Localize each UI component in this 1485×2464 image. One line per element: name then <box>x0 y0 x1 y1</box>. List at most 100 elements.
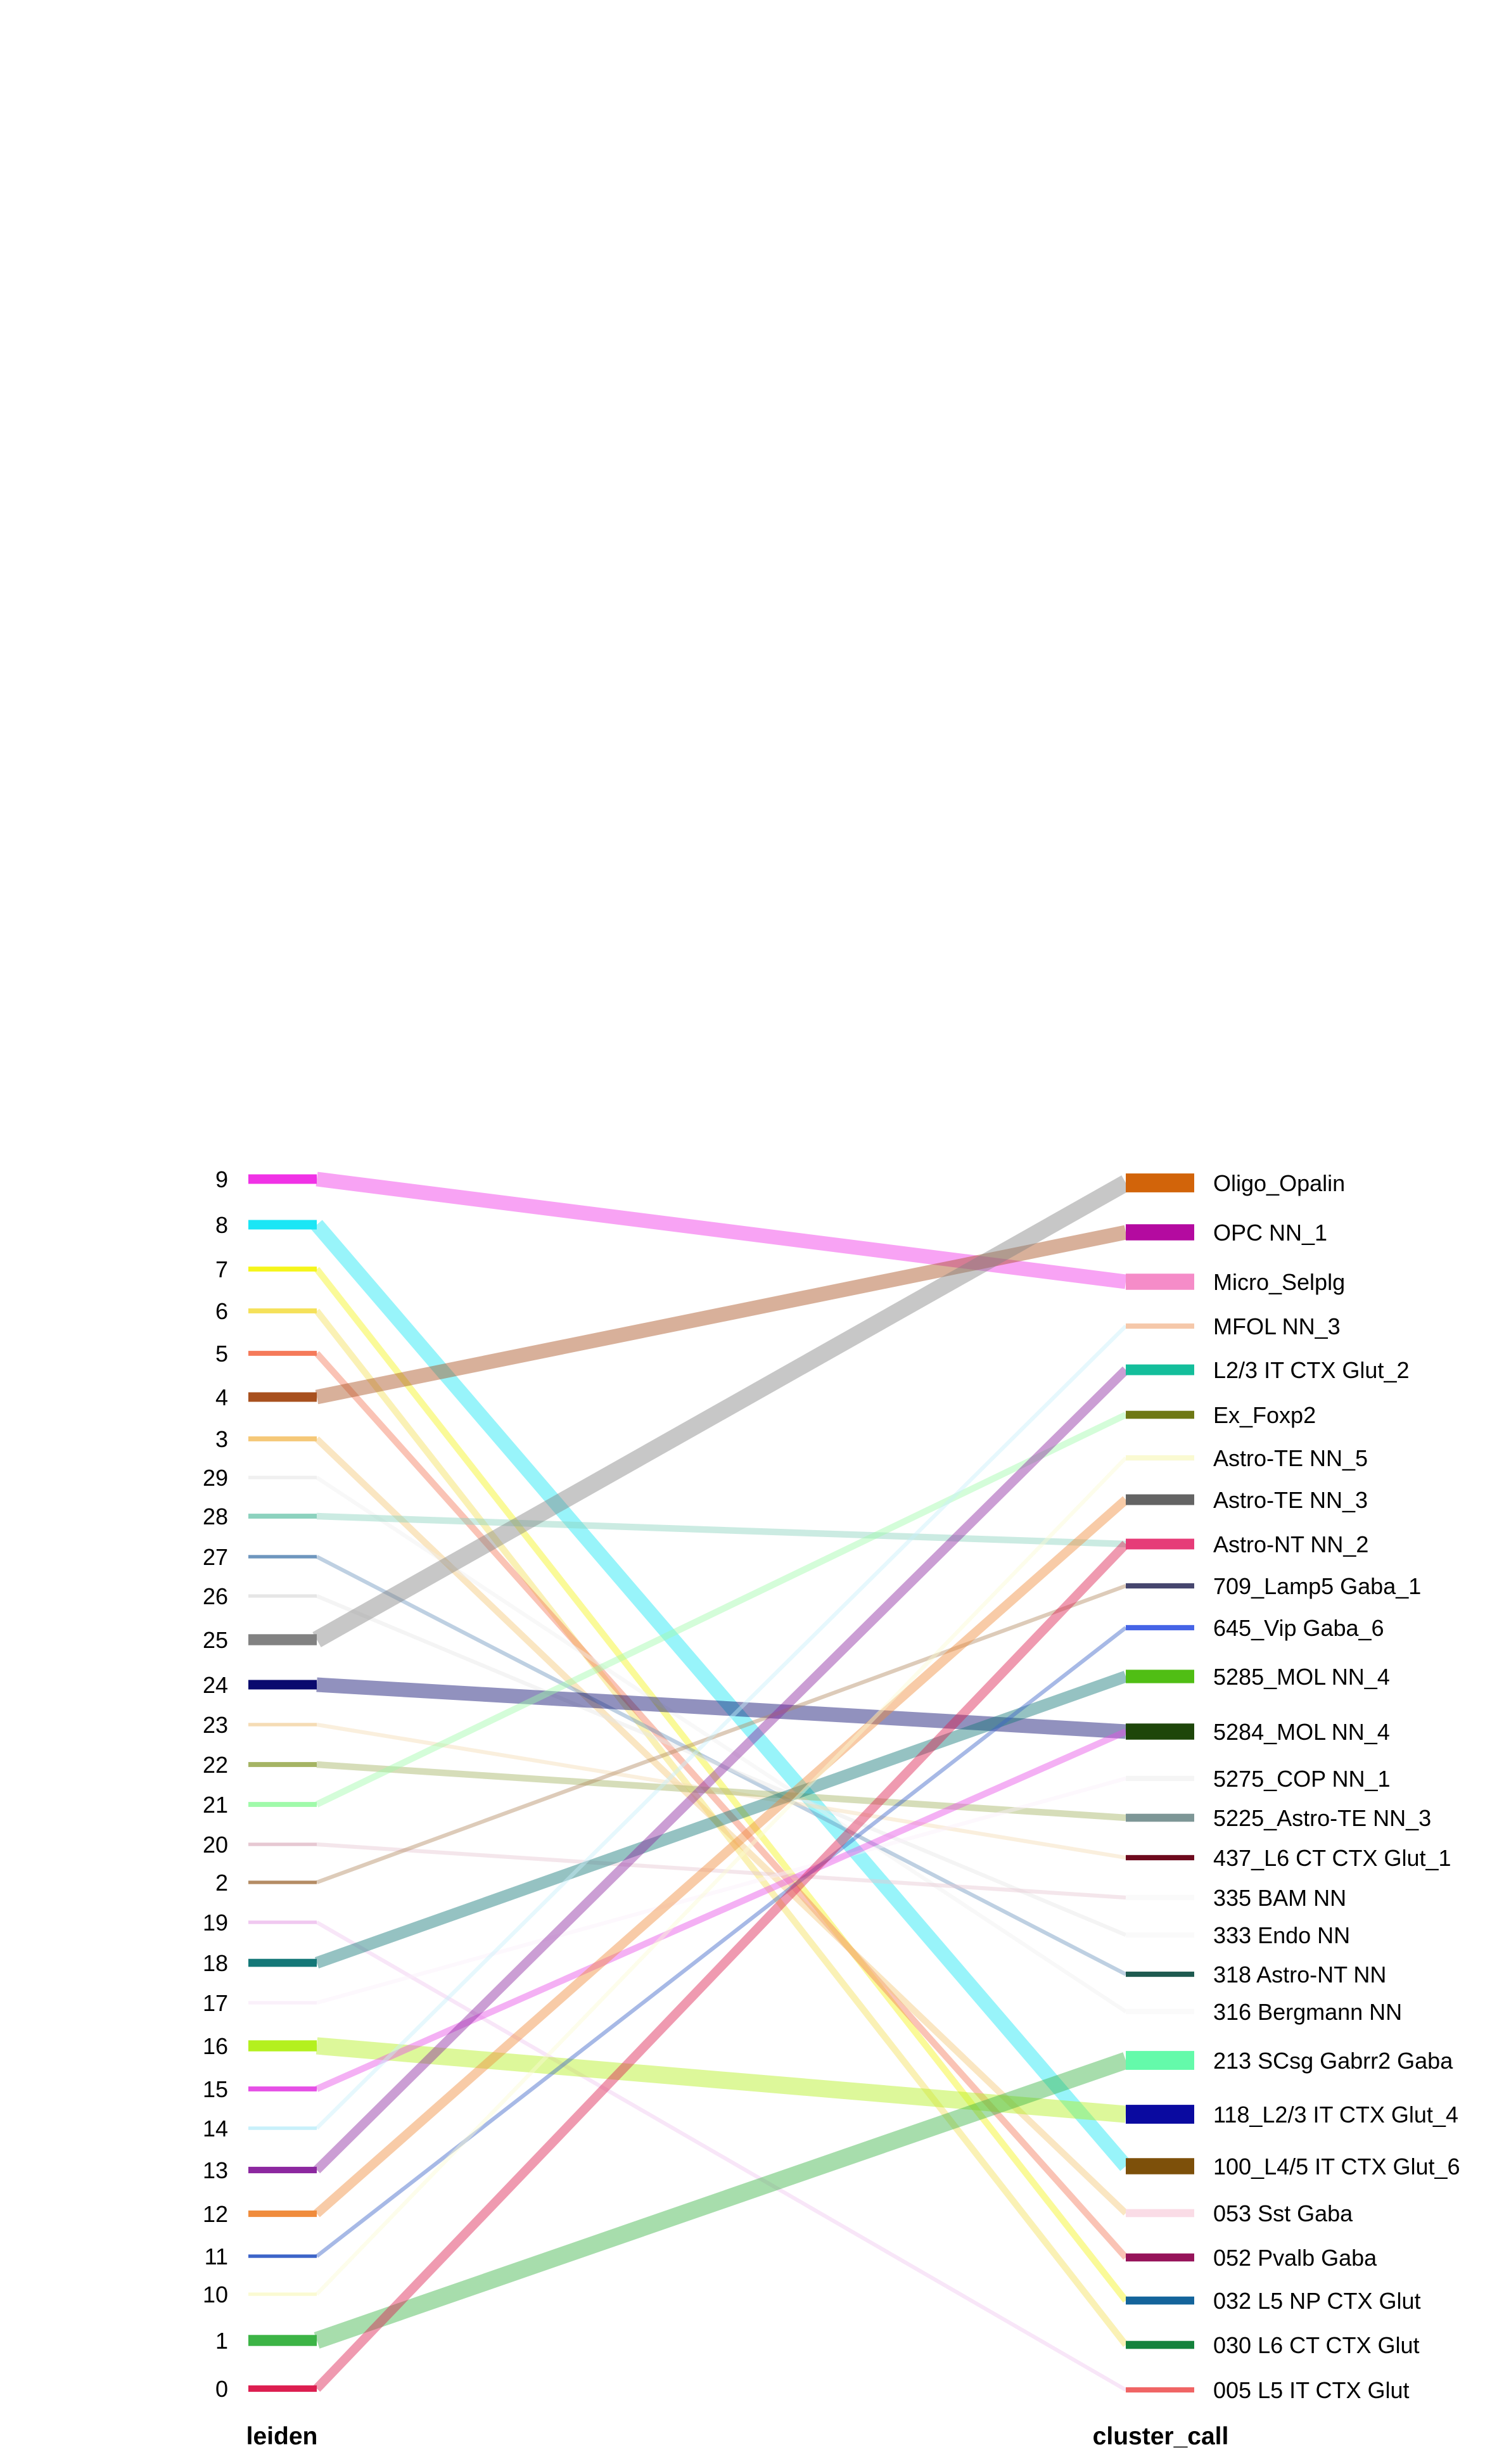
left-node-bar-3 <box>248 1436 317 1441</box>
left-node-bar-25 <box>248 1634 317 1645</box>
left-node-label-8: 8 <box>215 1212 228 1238</box>
flow-12-to-astro-te-nn-3 <box>314 1496 1129 2218</box>
left-node-label-27: 27 <box>203 1544 228 1570</box>
right-node-bar-005-l5-it-ctx-glut <box>1126 2387 1194 2393</box>
right-node-bar-335-bam-nn <box>1126 1894 1194 1901</box>
left-node-label-21: 21 <box>203 1792 228 1818</box>
flow-18-to-5285-mol-nn-4 <box>314 1671 1128 1969</box>
left-node-bar-21 <box>248 1802 317 1807</box>
right-node-bar-ex-foxp2 <box>1126 1410 1194 1419</box>
left-node-bar-4 <box>248 1392 317 1402</box>
right-node-bar-213-scsg-gabrr2-gaba <box>1126 2051 1194 2070</box>
right-node-label-mfol-nn-3: MFOL NN_3 <box>1213 1313 1341 1339</box>
right-node-bar-709-lamp5-gaba-1 <box>1126 1583 1194 1589</box>
right-node-column: Oligo_Opalin OPC NN_1 Micro_Selplg MFOL NN_… <box>1126 1170 1460 2403</box>
right-node-label-318-astro-nt-nn: 318 Astro-NT NN <box>1213 1962 1386 1988</box>
left-node-bar-26 <box>248 1594 317 1598</box>
left-node-bar-23 <box>248 1723 317 1727</box>
right-node-bar-5284-mol-nn-4 <box>1126 1723 1194 1740</box>
right-node-bar-l2-3-it-ctx-glut-2 <box>1126 1364 1194 1376</box>
left-node-bar-1 <box>248 2335 317 2346</box>
right-axis-title: cluster_call <box>1093 2423 1229 2450</box>
right-node-label-ex-foxp2: Ex_Foxp2 <box>1213 1402 1316 1428</box>
right-node-label-astro-nt-nn-2: Astro-NT NN_2 <box>1213 1531 1368 1557</box>
left-node-bar-12 <box>248 2210 317 2218</box>
left-node-label-0: 0 <box>215 2376 228 2402</box>
right-node-bar-micro-selplg <box>1126 1273 1194 1290</box>
left-node-bar-13 <box>248 2166 317 2174</box>
flow-11-to-645-vip-gaba-6 <box>315 1626 1127 2258</box>
flow-19-to-005-l5-it-ctx-glut <box>315 1920 1127 2392</box>
left-node-bar-22 <box>248 1762 317 1767</box>
right-node-bar-5285-mol-nn-4 <box>1126 1669 1194 1683</box>
left-node-bar-19 <box>248 1920 317 1924</box>
left-node-bar-9 <box>248 1174 317 1184</box>
left-node-bar-14 <box>248 2126 317 2130</box>
flow-10-to-astro-te-nn-5 <box>315 1456 1128 2296</box>
left-axis-title: leiden <box>246 2423 318 2450</box>
right-node-label-micro-selplg: Micro_Selplg <box>1213 1269 1345 1295</box>
left-node-label-25: 25 <box>203 1627 228 1653</box>
flow-4-to-opc-nn-1 <box>315 1225 1128 1405</box>
right-node-bar-053-sst-gaba <box>1126 2209 1194 2218</box>
flow-8-to-100-l4-5-it-ctx-glut-6 <box>311 1220 1131 2171</box>
right-node-bar-opc-nn-1 <box>1126 1224 1194 1241</box>
right-node-bar-318-astro-nt-nn <box>1126 1971 1194 1977</box>
right-node-label-030-l6-ct-ctx-glut: 030 L6 CT CTX Glut <box>1213 2332 1419 2358</box>
flow-20-to-335-bam-nn <box>316 1842 1126 1900</box>
right-node-bar-118-l2-3-it-ctx-glut-4 <box>1126 2105 1194 2124</box>
flow-2-to-709-lamp5-gaba-1 <box>315 1584 1127 1884</box>
left-node-label-29: 29 <box>203 1465 228 1491</box>
flow-1-to-213-scsg-gabrr2-gaba <box>314 2052 1129 2349</box>
right-node-label-5225-astro-te-nn-3: 5225_Astro-TE NN_3 <box>1213 1805 1431 1831</box>
left-node-label-19: 19 <box>203 1910 228 1936</box>
right-node-label-005-l5-it-ctx-glut: 005 L5 IT CTX Glut <box>1213 2377 1409 2403</box>
right-node-bar-5275-cop-nn-1 <box>1126 1775 1194 1782</box>
right-node-bar-437-l6-ct-ctx-glut-1 <box>1126 1854 1194 1861</box>
right-node-label-333-endo-nn: 333 Endo NN <box>1213 1922 1350 1948</box>
left-node-bar-17 <box>248 2001 317 2005</box>
left-node-label-10: 10 <box>203 2282 228 2308</box>
left-node-bar-8 <box>248 1220 317 1230</box>
right-node-bar-astro-te-nn-5 <box>1126 1455 1194 1461</box>
left-node-bar-6 <box>248 1308 317 1313</box>
right-node-bar-316-bergmann-nn <box>1126 2008 1194 2015</box>
flow-21-to-ex-foxp2 <box>315 1412 1128 1808</box>
right-node-label-645-vip-gaba-6: 645_Vip Gaba_6 <box>1213 1615 1384 1641</box>
left-node-bar-27 <box>248 1555 317 1559</box>
left-node-bar-28 <box>248 1514 317 1519</box>
flow-25-to-oligo-opalin <box>312 1175 1130 1647</box>
right-node-label-5275-cop-nn-1: 5275_COP NN_1 <box>1213 1766 1391 1792</box>
right-node-bar-astro-te-nn-3 <box>1126 1494 1194 1505</box>
flow-29-to-316-bergmann-nn <box>315 1476 1127 2014</box>
flow-0-to-astro-nt-nn-2 <box>313 1540 1130 2392</box>
left-node-label-18: 18 <box>203 1950 228 1976</box>
right-node-bar-032-l5-np-ctx-glut <box>1126 2296 1194 2305</box>
left-node-label-28: 28 <box>203 1503 228 1529</box>
left-node-label-9: 9 <box>215 1166 228 1192</box>
right-node-bar-5225-astro-te-nn-3 <box>1126 1813 1194 1822</box>
left-node-label-2: 2 <box>215 1870 228 1896</box>
right-node-label-l2-3-it-ctx-glut-2: L2/3 IT CTX Glut_2 <box>1213 1357 1409 1383</box>
right-node-label-astro-te-nn-3: Astro-TE NN_3 <box>1213 1487 1368 1513</box>
right-node-label-5284-mol-nn-4: 5284_MOL NN_4 <box>1213 1719 1390 1745</box>
left-node-label-16: 16 <box>203 2033 228 2059</box>
left-node-label-20: 20 <box>203 1832 228 1858</box>
right-node-bar-052-pvalb-gaba <box>1126 2253 1194 2262</box>
right-node-label-oligo-opalin: Oligo_Opalin <box>1213 1170 1345 1196</box>
left-node-label-5: 5 <box>215 1341 228 1367</box>
left-node-bar-24 <box>248 1680 317 1690</box>
flow-13-to-l2-3-it-ctx-glut-2 <box>313 1366 1130 2174</box>
left-node-bar-15 <box>248 2086 317 2091</box>
left-node-bar-20 <box>248 1842 317 1846</box>
left-node-label-24: 24 <box>203 1672 228 1698</box>
flow-3-to-053-sst-gaba <box>314 1436 1128 2216</box>
left-node-bar-5 <box>248 1351 317 1356</box>
flow-22-to-5225-astro-te-nn-3 <box>316 1761 1126 1822</box>
right-node-label-437-l6-ct-ctx-glut-1: 437_L6 CT CTX Glut_1 <box>1213 1845 1451 1871</box>
flow-17-to-5275-cop-nn-1 <box>316 1777 1126 2005</box>
flow-5-to-052-pvalb-gaba <box>314 1351 1128 2260</box>
left-node-bar-11 <box>248 2254 317 2258</box>
flow-23-to-437-l6-ct-ctx-glut-1 <box>316 1722 1126 1860</box>
